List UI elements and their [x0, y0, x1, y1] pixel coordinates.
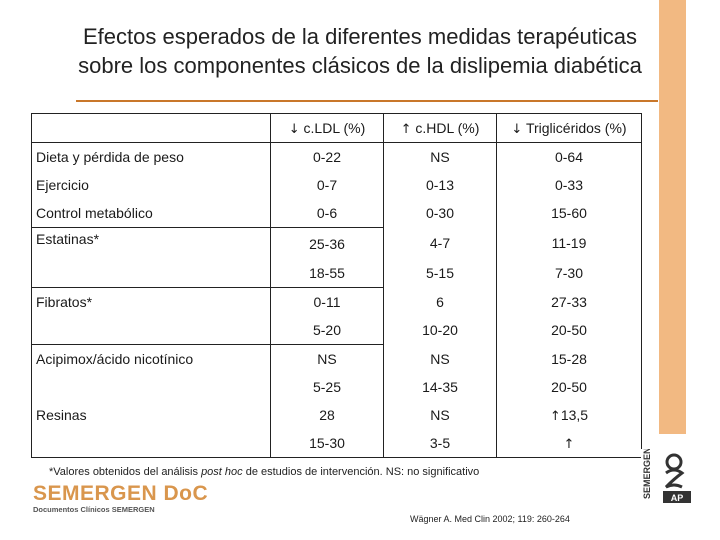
badge-sub: AP: [671, 493, 684, 503]
logo-name: SEMERGEN DoC: [33, 482, 209, 505]
cell-hdl: NS: [383, 344, 497, 373]
table-row: Dieta y pérdida de peso 0-22 NS 0-64: [31, 142, 642, 171]
citation: Wägner A. Med Clin 2002; 119: 260-264: [410, 514, 570, 524]
title-line-1: Efectos esperados de la diferentes medid…: [83, 24, 637, 49]
table-row: 5-25 14-35 20-50: [31, 373, 642, 401]
cell-ldl: 15-30: [270, 429, 384, 458]
cell-tg: ↑: [496, 429, 642, 458]
up-arrow-icon: ↑: [400, 121, 412, 137]
table-row: Estatinas* 25-36 4-7 11-19: [31, 227, 642, 259]
cell-hdl: NS: [383, 142, 497, 171]
badge-icon: SEMERGEN AP: [641, 447, 693, 503]
cell-tg: 20-50: [496, 373, 642, 401]
cell-tg: 11-19: [496, 227, 642, 259]
therapy-effects-table: ↓ c.LDL (%) ↑ c.HDL (%) ↓ Triglicéridos …: [31, 113, 642, 458]
cell-hdl: NS: [383, 401, 497, 429]
cell-tg: 15-60: [496, 199, 642, 228]
cell-hdl: 14-35: [383, 373, 497, 401]
down-arrow-icon: ↓: [288, 121, 300, 137]
table-row: Control metabólico 0-6 0-30 15-60: [31, 199, 642, 228]
cell-ldl: NS: [270, 344, 384, 373]
cell-ldl: 0-22: [270, 142, 384, 171]
row-label: Ejercicio: [31, 171, 271, 199]
cell-ldl: 25-36: [270, 227, 384, 259]
cell-hdl: 5-15: [383, 259, 497, 288]
semergen-ap-badge: SEMERGEN AP: [641, 447, 693, 503]
slide-title: Efectos esperados de la diferentes medid…: [40, 22, 680, 80]
cell-ldl: 5-20: [270, 316, 384, 345]
row-label: Fibratos*: [31, 287, 271, 316]
title-line-2: sobre los componentes clásicos de la dis…: [78, 53, 642, 78]
cell-tg: 27-33: [496, 287, 642, 316]
row-label: Estatinas*: [31, 227, 271, 259]
cell-hdl: 0-13: [383, 171, 497, 199]
cell-ldl: 0-6: [270, 199, 384, 228]
table-row: Acipimox/ácido nicotínico NS NS 15-28: [31, 344, 642, 373]
row-label: [31, 373, 271, 401]
table-header-row: ↓ c.LDL (%) ↑ c.HDL (%) ↓ Triglicéridos …: [31, 113, 642, 143]
table-row: Ejercicio 0-7 0-13 0-33: [31, 171, 642, 199]
row-label: Acipimox/ácido nicotínico: [31, 344, 271, 373]
cell-tg: 20-50: [496, 316, 642, 345]
row-label: [31, 259, 271, 288]
title-underline: [76, 100, 658, 102]
row-label: [31, 429, 271, 458]
header-hdl: ↑ c.HDL (%): [383, 113, 497, 143]
semergen-doc-logo: SEMERGEN DoC Documentos Clínicos SEMERGE…: [33, 482, 209, 515]
row-label: Resinas: [31, 401, 271, 429]
table-row: Resinas 28 NS ↑13,5: [31, 401, 642, 429]
table-row: 5-20 10-20 20-50: [31, 316, 642, 345]
up-arrow-icon: ↑: [563, 436, 575, 452]
cell-tg: 0-33: [496, 171, 642, 199]
cell-ldl: 0-11: [270, 287, 384, 316]
logo-subtitle: Documentos Clínicos SEMERGEN: [33, 505, 155, 514]
table-footnote: *Valores obtenidos del análisis post hoc…: [49, 466, 480, 478]
badge-text: SEMERGEN: [642, 449, 652, 499]
cell-tg: ↑13,5: [496, 401, 642, 429]
cell-ldl: 28: [270, 401, 384, 429]
decorative-side-bar: [659, 0, 686, 434]
cell-tg: 0-64: [496, 142, 642, 171]
cell-ldl: 0-7: [270, 171, 384, 199]
header-ldl: ↓ c.LDL (%): [270, 113, 384, 143]
table-row: Fibratos* 0-11 6 27-33: [31, 287, 642, 316]
cell-tg: 7-30: [496, 259, 642, 288]
cell-ldl: 5-25: [270, 373, 384, 401]
cell-tg: 15-28: [496, 344, 642, 373]
header-triglycerides: ↓ Triglicéridos (%): [496, 113, 642, 143]
table-row: 18-55 5-15 7-30: [31, 259, 642, 288]
up-arrow-icon: ↑: [549, 408, 561, 424]
cell-ldl: 18-55: [270, 259, 384, 288]
down-arrow-icon: ↓: [511, 121, 523, 137]
row-label: Control metabólico: [31, 199, 271, 228]
cell-hdl: 0-30: [383, 199, 497, 228]
cell-hdl: 10-20: [383, 316, 497, 345]
cell-hdl: 3-5: [383, 429, 497, 458]
header-empty-cell: [31, 113, 271, 143]
row-label: [31, 316, 271, 345]
cell-hdl: 4-7: [383, 227, 497, 259]
cell-hdl: 6: [383, 287, 497, 316]
table-row: 15-30 3-5 ↑: [31, 429, 642, 458]
row-label: Dieta y pérdida de peso: [31, 142, 271, 171]
